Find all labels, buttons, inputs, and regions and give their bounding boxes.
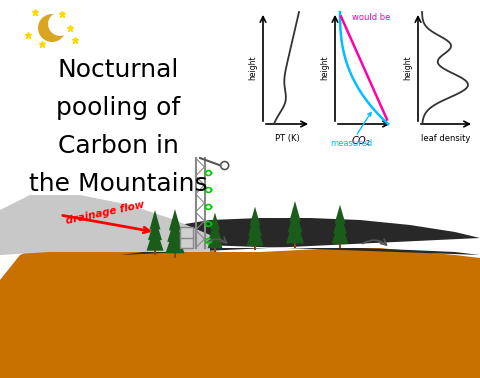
Text: height: height (248, 56, 257, 80)
Polygon shape (0, 232, 480, 378)
Text: Nocturnal: Nocturnal (57, 58, 179, 82)
Polygon shape (169, 209, 181, 231)
Polygon shape (0, 195, 210, 255)
Polygon shape (286, 216, 304, 243)
Polygon shape (207, 225, 223, 248)
Bar (294, 239, 296, 248)
Text: measured: measured (330, 113, 372, 148)
Polygon shape (120, 218, 480, 255)
Polygon shape (150, 210, 160, 229)
Polygon shape (146, 224, 164, 251)
Polygon shape (332, 218, 348, 244)
Bar (214, 245, 216, 252)
Polygon shape (209, 219, 221, 239)
Text: drainage flow: drainage flow (65, 200, 145, 226)
Polygon shape (335, 205, 346, 224)
Bar (174, 249, 176, 258)
Circle shape (38, 14, 66, 42)
Bar (180, 234, 193, 248)
Text: height: height (320, 56, 329, 80)
Text: Carbon in: Carbon in (58, 134, 179, 158)
Text: height: height (403, 56, 412, 80)
Circle shape (48, 12, 72, 36)
Bar (180, 227, 193, 238)
Text: would be: would be (352, 13, 391, 22)
Text: the Mountains: the Mountains (29, 172, 207, 196)
Text: leaf density: leaf density (421, 134, 471, 143)
Polygon shape (148, 217, 162, 240)
Polygon shape (333, 212, 347, 234)
Polygon shape (248, 214, 262, 236)
Polygon shape (167, 217, 183, 242)
Polygon shape (166, 225, 184, 253)
Text: pooling of: pooling of (56, 96, 180, 120)
Polygon shape (247, 220, 264, 246)
Bar (254, 242, 256, 250)
Polygon shape (250, 207, 261, 226)
Text: PT (K): PT (K) (275, 134, 300, 143)
Bar (154, 246, 156, 255)
Polygon shape (288, 209, 302, 232)
Polygon shape (289, 201, 301, 222)
Polygon shape (210, 212, 220, 230)
Text: $\mathit{CO_2}$: $\mathit{CO_2}$ (351, 134, 371, 148)
Circle shape (221, 161, 228, 169)
Bar (339, 240, 341, 248)
